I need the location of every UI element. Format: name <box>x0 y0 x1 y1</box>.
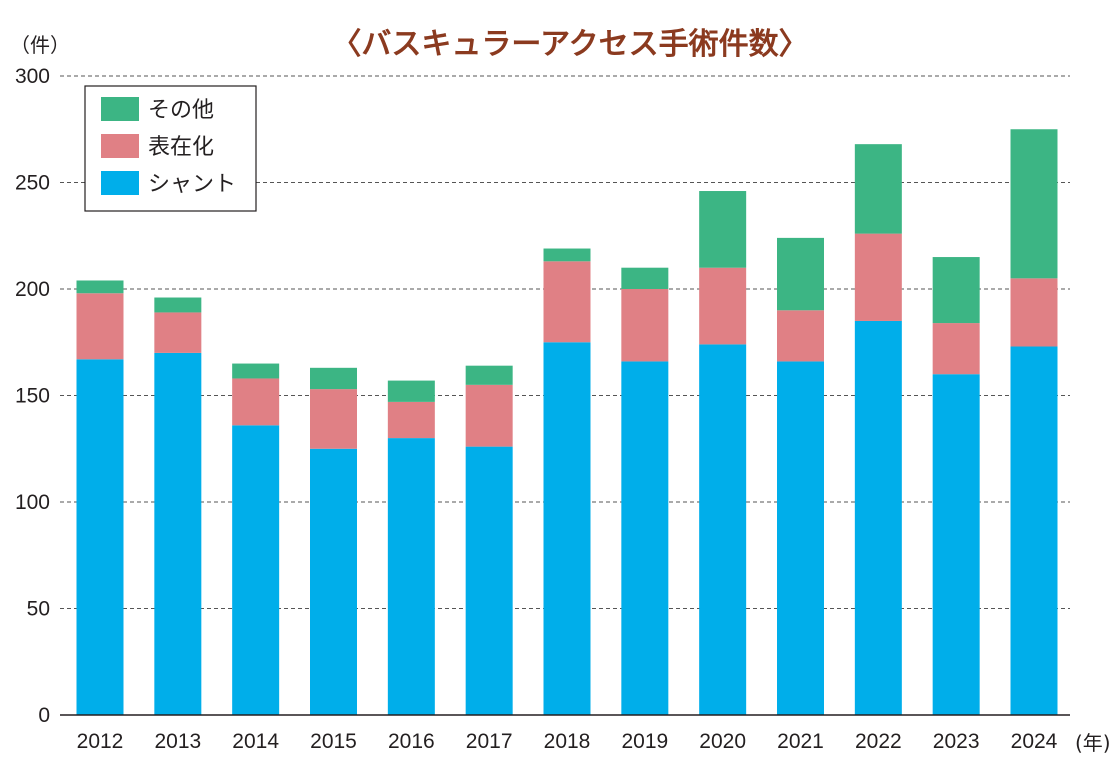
bar-segment <box>699 344 747 715</box>
bar-segment <box>465 384 513 447</box>
bar-segment <box>387 380 435 402</box>
bar-segment <box>699 191 747 268</box>
y-tick-label: 50 <box>27 598 50 621</box>
y-tick-label: 0 <box>38 704 50 727</box>
y-tick-label: 300 <box>15 65 50 88</box>
bar-segment <box>154 297 202 313</box>
bar-segment <box>621 361 669 715</box>
bar-segment <box>932 374 980 715</box>
x-tick-labels: 2012 2013 2014 2015 2016 2017 2018 2019 2020 2021… <box>77 730 1058 753</box>
bar-segment <box>543 248 591 262</box>
bar-segment <box>310 448 357 715</box>
bar-segment <box>621 267 669 289</box>
x-tick-label: 2017 <box>466 730 513 753</box>
bar-segment <box>76 359 124 715</box>
y-tick-label: 150 <box>15 385 50 408</box>
y-tick-label: 250 <box>15 172 50 195</box>
x-tick-label: 2014 <box>232 730 279 753</box>
bar-segment <box>465 365 513 385</box>
legend-label: 表在化 <box>148 135 214 160</box>
x-tick-label: 2019 <box>621 730 668 753</box>
bar-segment <box>232 425 280 715</box>
bar-segment <box>1010 346 1058 715</box>
bar-segment <box>154 312 202 353</box>
bar-segment <box>76 280 124 294</box>
bar-segment <box>854 144 902 234</box>
bar-segment <box>387 401 435 439</box>
bar-segment <box>154 352 202 715</box>
bar-segment <box>543 342 591 715</box>
x-tick-label: 2018 <box>544 730 591 753</box>
bar-segment <box>543 261 591 343</box>
bar-segment <box>932 323 980 375</box>
bar-segment <box>777 361 824 715</box>
x-tick-label: 2021 <box>777 730 824 753</box>
legend-swatch <box>101 171 139 195</box>
bar-segment <box>310 389 357 449</box>
x-unit-label: (年) <box>1075 731 1111 755</box>
y-tick-labels: 0 50 100 150 200 250 300 <box>15 65 50 727</box>
bar-segment <box>232 378 280 426</box>
bar-segment <box>777 237 824 311</box>
bar-segment <box>777 310 824 362</box>
x-tick-label: 2020 <box>699 730 746 753</box>
x-tick-label: 2012 <box>77 730 124 753</box>
x-tick-label: 2015 <box>310 730 357 753</box>
legend-swatch <box>101 134 139 158</box>
x-tick-label: 2013 <box>154 730 201 753</box>
bar-segment <box>1010 129 1058 279</box>
bar-segment <box>387 438 435 715</box>
bar-segment <box>465 446 513 715</box>
bar-segment <box>232 363 280 379</box>
legend-label: シャント <box>148 172 236 197</box>
y-tick-label: 100 <box>15 491 50 514</box>
bar-segment <box>854 233 902 321</box>
bar-segment <box>621 289 669 362</box>
bar-segment <box>1010 278 1058 347</box>
chart-title: 〈バスキュラーアクセス手術件数〉 <box>331 27 808 62</box>
legend-label: その他 <box>148 98 214 123</box>
bar-segment <box>699 267 747 345</box>
bars <box>76 129 1058 715</box>
bar-segment <box>310 367 357 390</box>
x-tick-label: 2022 <box>855 730 902 753</box>
y-unit-label: （件） <box>10 33 70 57</box>
bar-segment <box>932 257 980 324</box>
x-tick-label: 2023 <box>933 730 980 753</box>
x-tick-label: 2016 <box>388 730 435 753</box>
x-tick-label: 2024 <box>1011 730 1058 753</box>
bar-segment <box>76 293 124 360</box>
y-tick-label: 200 <box>15 278 50 301</box>
bar-segment <box>854 320 902 715</box>
legend-swatch <box>101 97 139 121</box>
